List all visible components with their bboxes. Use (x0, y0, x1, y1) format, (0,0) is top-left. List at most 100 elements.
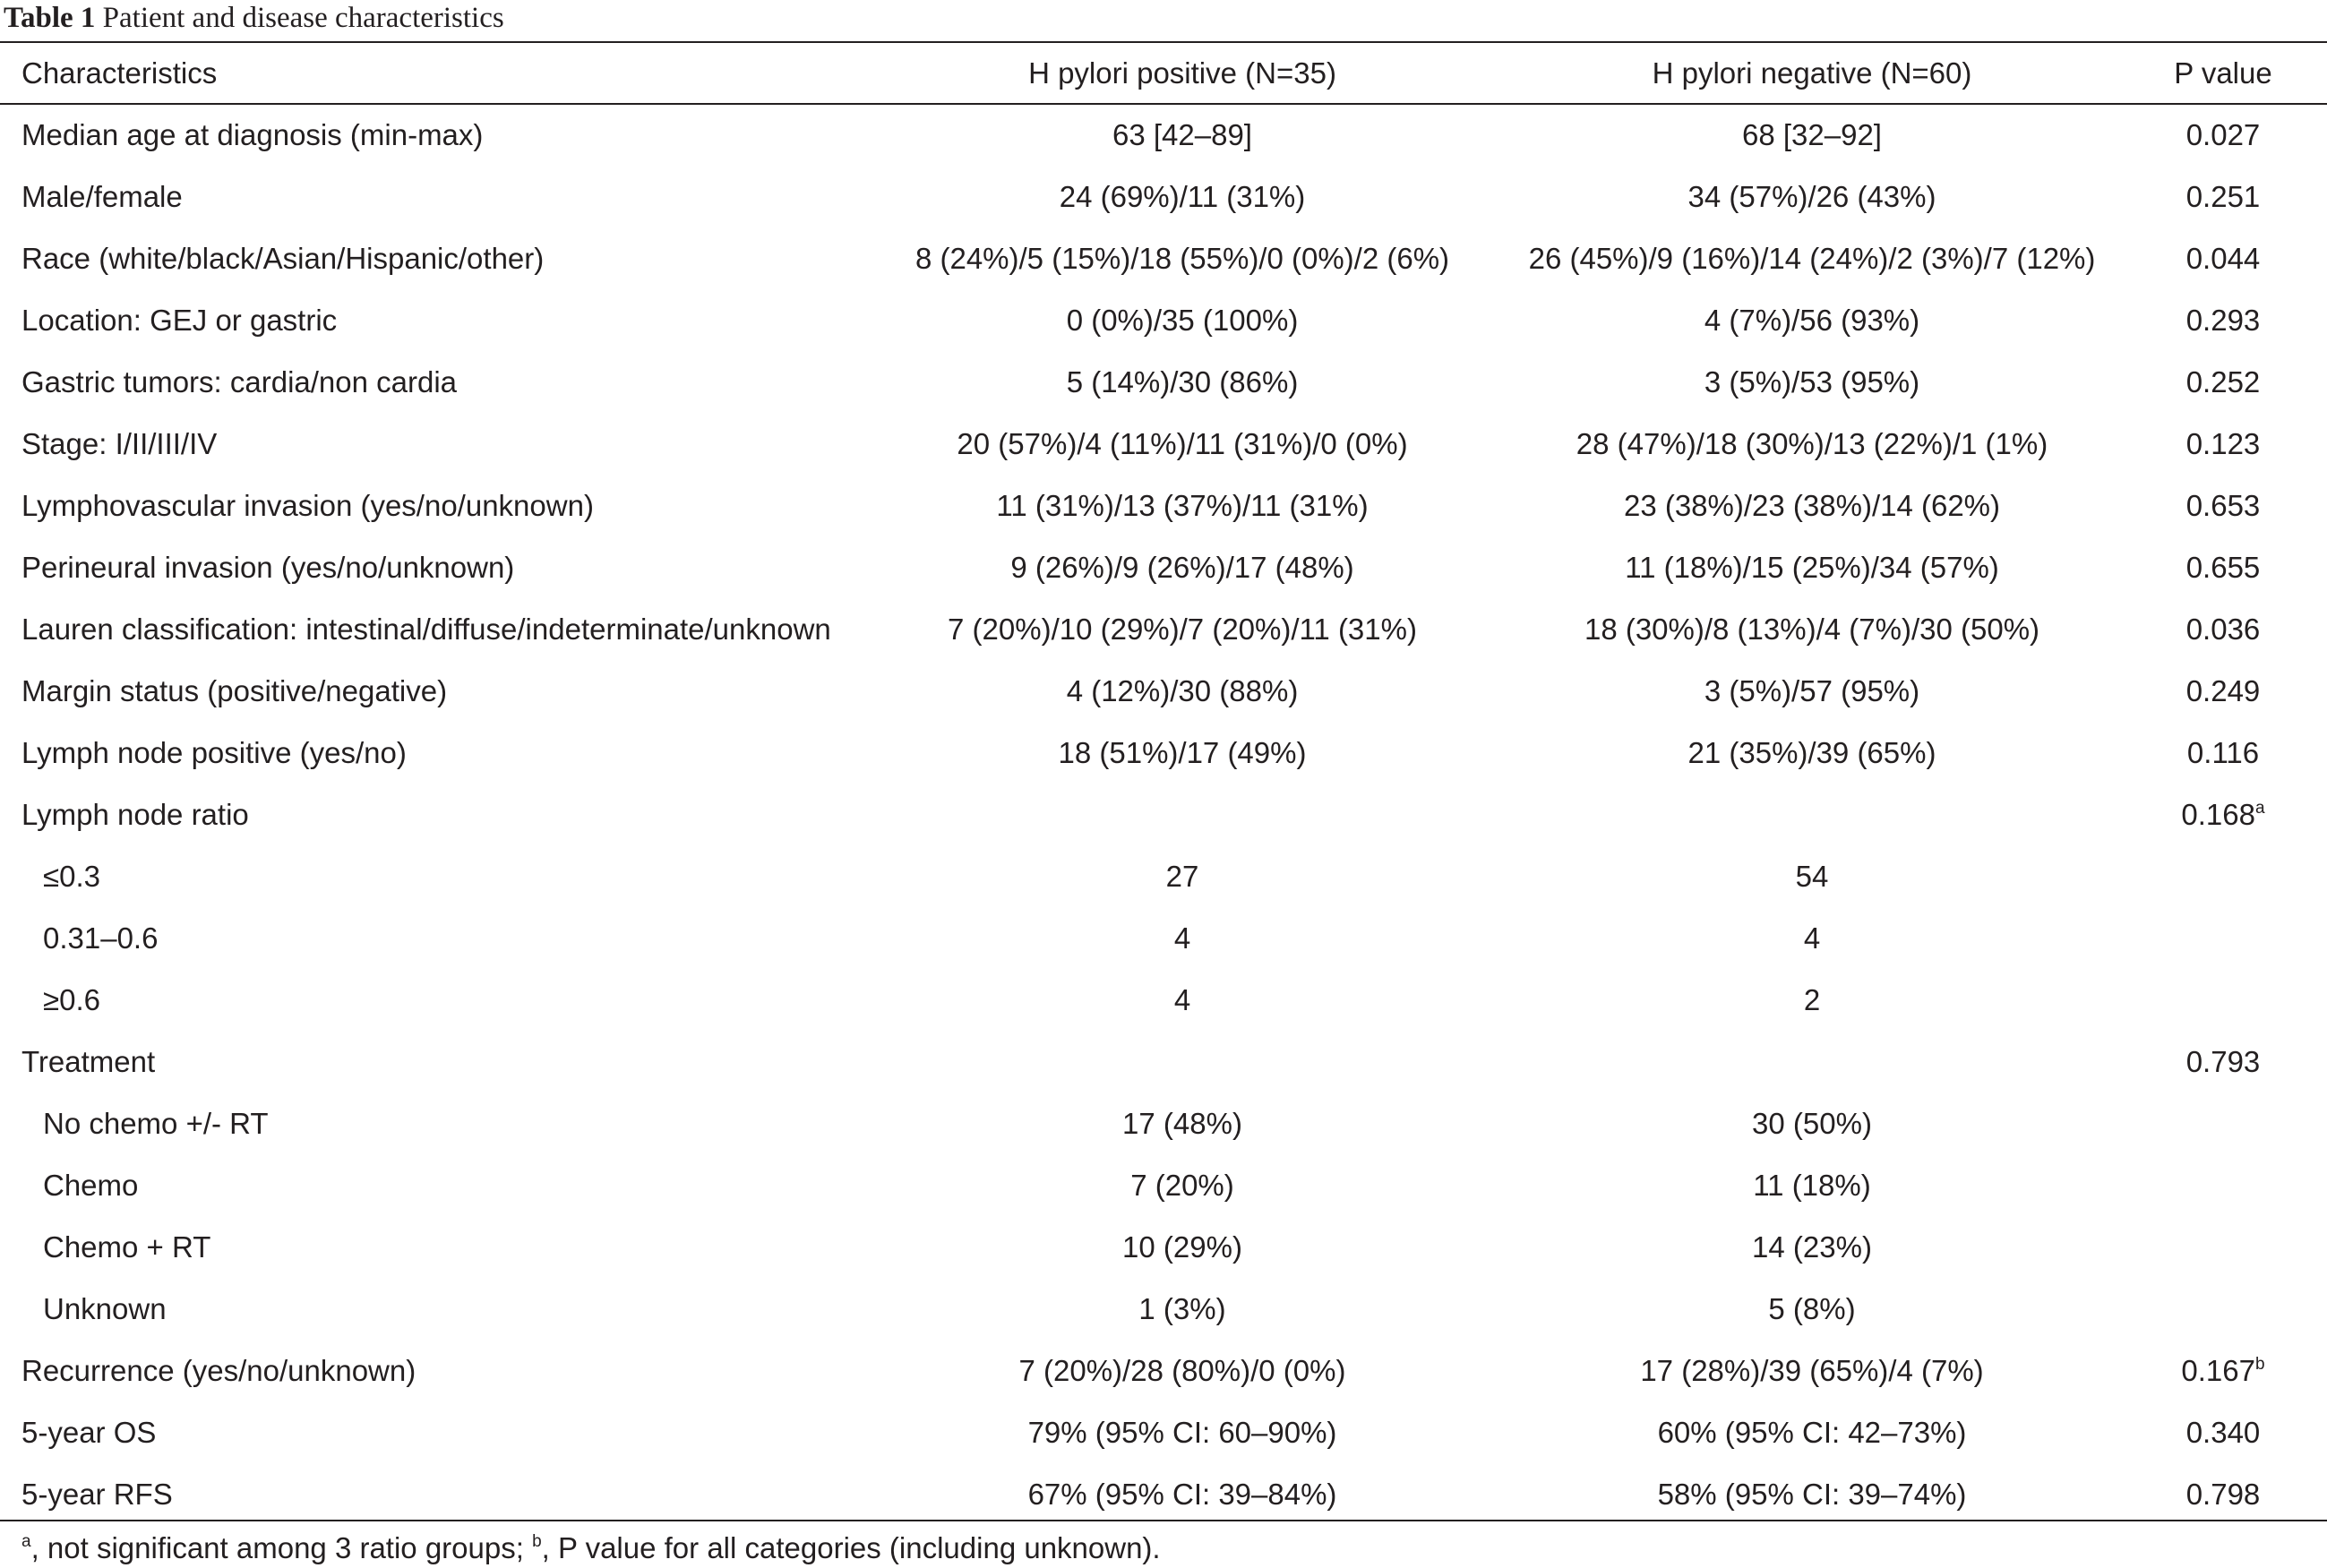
table-row: No chemo +/- RT 17 (48%) 30 (50%) (0, 1092, 2327, 1154)
cell-h-pylori-positive: 11 (31%)/13 (37%)/11 (31%) (996, 488, 1369, 522)
p-value-text: 0.027 (2185, 117, 2261, 151)
cell-p-value (2119, 907, 2327, 969)
p-value-text: 0.116 (2186, 735, 2260, 769)
cell-p-value (2119, 845, 2327, 907)
cell-h-pylori-positive: 7 (20%)/28 (80%)/0 (0%) (1018, 1353, 1346, 1387)
cell-characteristic: 5-year OS (21, 1415, 157, 1449)
footnote-b-text: , P value for all categories (including … (541, 1531, 1161, 1564)
cell-characteristic: Recurrence (yes/no/unknown) (21, 1353, 416, 1387)
cell-h-pylori-positive: 0 (0%)/35 (100%) (1066, 303, 1299, 337)
cell-characteristic: ≥0.6 (43, 982, 100, 1016)
cell-h-pylori-negative (1505, 1031, 2119, 1092)
cell-characteristic: Lymphovascular invasion (yes/no/unknown) (21, 488, 594, 522)
header-h-pylori-positive: H pylori positive (N=35) (1028, 56, 1336, 90)
cell-h-pylori-negative: 26 (45%)/9 (16%)/14 (24%)/2 (3%)/7 (12%) (1528, 241, 2096, 275)
header-rule (0, 103, 2327, 105)
table-row: Perineural invasion (yes/no/unknown) 9 (2… (0, 536, 2327, 598)
cell-h-pylori-negative: 5 (8%) (1768, 1291, 1856, 1325)
table-row: Lymph node positive (yes/no) 18 (51%)/17 … (0, 722, 2327, 784)
cell-p-value: 0.036 (2119, 598, 2327, 660)
p-value-text: 0.655 (2185, 550, 2261, 584)
cell-p-value: 0.340 (2119, 1401, 2327, 1463)
p-value-text: 0.340 (2185, 1415, 2261, 1449)
cell-h-pylori-positive: 4 (12%)/30 (88%) (1066, 673, 1299, 707)
p-value-text: 0.249 (2185, 673, 2261, 707)
cell-h-pylori-negative: 23 (38%)/23 (38%)/14 (62%) (1623, 488, 2001, 522)
cell-characteristic: Male/female (21, 179, 183, 213)
cell-p-value (2119, 1216, 2327, 1278)
table-row: Margin status (positive/negative) 4 (12%)… (0, 660, 2327, 722)
cell-h-pylori-positive: 20 (57%)/4 (11%)/11 (31%)/0 (0%) (957, 426, 1408, 460)
cell-h-pylori-positive: 24 (69%)/11 (31%) (1059, 179, 1306, 213)
cell-characteristic: Chemo (43, 1168, 139, 1202)
cell-p-value: 0.116 (2119, 722, 2327, 784)
cell-h-pylori-positive: 4 (1173, 982, 1191, 1016)
cell-p-value (2119, 1278, 2327, 1340)
cell-h-pylori-negative: 3 (5%)/53 (95%) (1704, 364, 1920, 398)
cell-h-pylori-negative: 21 (35%)/39 (65%) (1687, 735, 1936, 769)
footnote-a-text: , not significant among 3 ratio groups; (30, 1531, 533, 1564)
cell-characteristic: Treatment (21, 1044, 156, 1078)
table-footnote: a, not significant among 3 ratio groups;… (21, 1530, 1161, 1568)
cell-p-value: 0.793 (2119, 1031, 2327, 1092)
table-row: Lymph node ratio 0.168a (0, 784, 2327, 845)
cell-h-pylori-positive: 10 (29%) (1122, 1230, 1242, 1264)
footnote-marker: a (2255, 798, 2265, 818)
cell-h-pylori-negative: 11 (18%)/15 (25%)/34 (57%) (1625, 550, 1999, 584)
cell-h-pylori-negative: 11 (18%) (1753, 1168, 1871, 1202)
table-row: ≥0.6 4 2 (0, 969, 2327, 1031)
table-row: Chemo 7 (20%) 11 (18%) (0, 1154, 2327, 1216)
table-row: Unknown 1 (3%) 5 (8%) (0, 1278, 2327, 1340)
bottom-rule (0, 1520, 2327, 1521)
p-value-text: 0.252 (2185, 364, 2261, 398)
table-header-row: Characteristics H pylori positive (N=35)… (0, 43, 2327, 104)
table-row: Lauren classification: intestinal/diffus… (0, 598, 2327, 660)
cell-h-pylori-negative: 2 (1803, 982, 1821, 1016)
p-value-text: 0.036 (2185, 612, 2261, 646)
cell-p-value: 0.044 (2119, 227, 2327, 289)
p-value-text: 0.044 (2185, 241, 2261, 275)
cell-h-pylori-negative: 30 (50%) (1752, 1106, 1872, 1140)
table-row: 0.31–0.6 4 4 (0, 907, 2327, 969)
table-row: Treatment 0.793 (0, 1031, 2327, 1092)
cell-p-value (2119, 1092, 2327, 1154)
cell-characteristic: 5-year RFS (21, 1477, 173, 1511)
cell-p-value: 0.168a (2119, 784, 2327, 845)
cell-h-pylori-positive: 79% (95% CI: 60–90%) (1027, 1415, 1337, 1449)
table-row: Median age at diagnosis (min-max) 63 [42–… (0, 104, 2327, 166)
table-row: Chemo + RT 10 (29%) 14 (23%) (0, 1216, 2327, 1278)
cell-h-pylori-positive: 63 [42–89] (1112, 117, 1252, 151)
cell-p-value: 0.653 (2119, 475, 2327, 536)
p-value-text: 0.168 (2181, 797, 2255, 831)
cell-h-pylori-positive: 4 (1173, 921, 1191, 955)
cell-h-pylori-negative: 28 (47%)/18 (30%)/13 (22%)/1 (1%) (1576, 426, 2048, 460)
table-row: Race (white/black/Asian/Hispanic/other) 8… (0, 227, 2327, 289)
table-row: Gastric tumors: cardia/non cardia 5 (14%)… (0, 351, 2327, 413)
cell-p-value: 0.249 (2119, 660, 2327, 722)
p-value-text: 0.123 (2185, 426, 2261, 460)
table-caption-title: Patient and disease characteristics (102, 2, 504, 34)
cell-p-value: 0.655 (2119, 536, 2327, 598)
p-value-text: 0.293 (2185, 303, 2261, 337)
cell-p-value: 0.027 (2119, 104, 2327, 166)
cell-h-pylori-negative: 14 (23%) (1752, 1230, 1872, 1264)
cell-p-value: 0.252 (2119, 351, 2327, 413)
cell-characteristic: Location: GEJ or gastric (21, 303, 338, 337)
cell-h-pylori-negative: 3 (5%)/57 (95%) (1704, 673, 1920, 707)
cell-p-value: 0.123 (2119, 413, 2327, 475)
table-row: Lymphovascular invasion (yes/no/unknown)… (0, 475, 2327, 536)
cell-characteristic: Unknown (43, 1291, 167, 1325)
cell-characteristic: Gastric tumors: cardia/non cardia (21, 364, 458, 398)
header-p-value: P value (2174, 56, 2272, 90)
p-value-text: 0.793 (2185, 1044, 2261, 1078)
cell-characteristic: Chemo + RT (43, 1230, 211, 1264)
cell-p-value (2119, 969, 2327, 1031)
cell-h-pylori-negative: 17 (28%)/39 (65%)/4 (7%) (1640, 1353, 1984, 1387)
table-row: ≤0.3 27 54 (0, 845, 2327, 907)
cell-h-pylori-positive: 7 (20%) (1130, 1168, 1234, 1202)
cell-h-pylori-positive (860, 784, 1505, 845)
cell-h-pylori-positive: 27 (1165, 859, 1199, 893)
cell-h-pylori-negative: 34 (57%)/26 (43%) (1687, 179, 1936, 213)
cell-characteristic: Perineural invasion (yes/no/unknown) (21, 550, 515, 584)
cell-h-pylori-negative: 4 (1803, 921, 1821, 955)
